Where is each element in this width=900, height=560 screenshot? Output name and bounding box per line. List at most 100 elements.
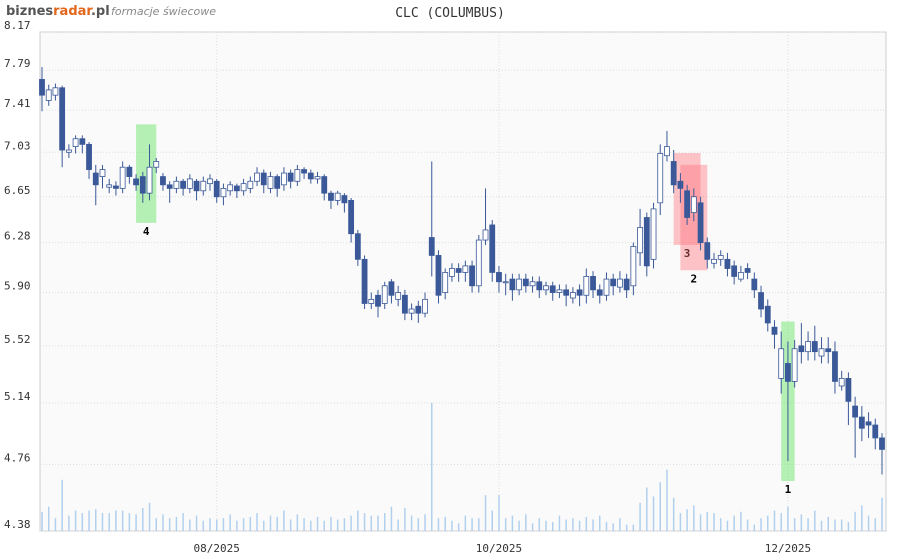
y-tick-label: 8.17 xyxy=(4,19,31,32)
brand-part: .pl xyxy=(91,4,110,19)
candle-body xyxy=(872,424,879,439)
candle-body xyxy=(321,176,328,194)
candle-body xyxy=(543,285,549,291)
candle-body xyxy=(314,176,321,180)
y-tick-label: 6.65 xyxy=(4,184,31,197)
candle-body xyxy=(704,242,711,260)
brand-part: radar xyxy=(53,4,93,19)
candle-body xyxy=(865,421,872,426)
candle-body xyxy=(328,192,334,201)
candle-body xyxy=(415,305,422,314)
candle-body xyxy=(590,276,596,291)
candle-body xyxy=(717,255,724,260)
candle-body xyxy=(791,348,798,382)
candle-body xyxy=(462,265,469,273)
candle-body xyxy=(442,272,449,293)
y-tick-label: 5.14 xyxy=(4,390,31,403)
y-tick-label: 6.28 xyxy=(4,230,31,243)
candle-body xyxy=(583,276,590,296)
candle-body xyxy=(428,237,435,256)
candle-body xyxy=(388,281,395,296)
y-tick-label: 5.52 xyxy=(4,333,31,346)
candle-body xyxy=(879,437,885,450)
candle-body xyxy=(549,285,556,293)
candle-body xyxy=(281,172,287,186)
candle-body xyxy=(368,298,375,304)
candle-body xyxy=(617,278,623,288)
candle-body xyxy=(650,208,657,260)
brand: biznesradar.pl xyxy=(6,4,110,19)
candle-body xyxy=(133,178,139,186)
candle-body xyxy=(711,258,717,264)
candle-body xyxy=(106,184,113,188)
candle-body xyxy=(39,79,45,96)
x-tick-label: 12/2025 xyxy=(765,542,811,555)
candle-body xyxy=(254,172,260,182)
candle-body xyxy=(348,199,355,235)
candle-body xyxy=(522,278,529,287)
candle-body xyxy=(529,281,536,287)
candle-body xyxy=(482,229,489,241)
candle-body xyxy=(643,217,650,267)
y-tick-label: 5.90 xyxy=(4,280,31,293)
pattern-label: 4 xyxy=(143,225,150,238)
candle-body xyxy=(838,377,845,387)
candle-body xyxy=(193,180,200,192)
candle-body xyxy=(825,348,832,353)
candle-body xyxy=(220,187,227,198)
candle-body xyxy=(475,239,482,287)
candle-body xyxy=(798,345,805,353)
candle-body xyxy=(778,348,785,379)
candle-body xyxy=(737,272,744,280)
candle-body xyxy=(86,143,92,170)
candle-body xyxy=(858,416,865,429)
candle-body xyxy=(603,278,610,296)
candle-body xyxy=(139,176,146,194)
candle-body xyxy=(469,265,475,287)
y-tick-label: 4.76 xyxy=(4,451,31,464)
candle-body xyxy=(274,176,281,189)
candle-body xyxy=(354,233,361,260)
candle-body xyxy=(146,166,153,194)
candle-body xyxy=(455,268,462,273)
pattern-highlight xyxy=(136,124,157,223)
candle-body xyxy=(449,268,455,277)
candle-body xyxy=(381,285,388,304)
candle-body xyxy=(657,153,664,204)
chart-title: CLC (COLUMBUS) xyxy=(395,6,505,21)
candle-body xyxy=(724,258,731,269)
candle-body xyxy=(294,169,301,182)
candle-body xyxy=(200,180,207,192)
candle-body xyxy=(536,281,543,291)
candle-body xyxy=(267,176,274,189)
candle-body xyxy=(771,326,778,335)
candle-body xyxy=(79,138,86,145)
y-tick-label: 7.41 xyxy=(4,97,31,110)
candle-body xyxy=(845,377,852,402)
candle-body xyxy=(758,292,764,310)
candle-body xyxy=(186,178,193,189)
candle-body xyxy=(227,184,234,192)
candle-body xyxy=(113,185,119,189)
candle-body xyxy=(180,180,187,189)
plot-area xyxy=(39,31,887,532)
candle-body xyxy=(744,268,751,273)
candle-body xyxy=(260,172,267,186)
candle-body xyxy=(341,195,348,204)
candle-body xyxy=(334,192,341,201)
candle-body xyxy=(637,227,643,254)
candle-body xyxy=(670,161,677,186)
x-tick-label: 08/2025 xyxy=(194,542,240,555)
candle-body xyxy=(785,363,791,382)
candle-body xyxy=(811,341,818,353)
subtitle: formacje świecowe xyxy=(111,5,216,18)
candle-body xyxy=(596,289,603,296)
candle-body xyxy=(502,281,509,284)
candle-body xyxy=(623,278,630,291)
candle-body xyxy=(247,180,254,189)
candle-body xyxy=(207,178,213,185)
candle-body xyxy=(805,341,811,353)
candle-body xyxy=(576,289,583,296)
candle-body xyxy=(435,255,442,296)
